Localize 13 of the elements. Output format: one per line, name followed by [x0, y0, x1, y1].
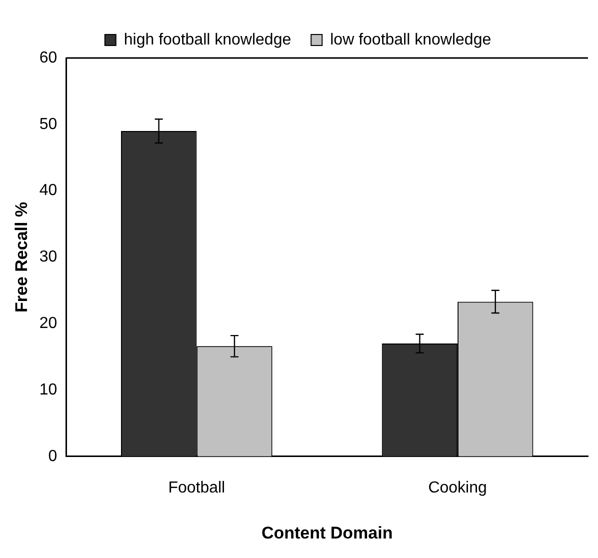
- x-axis-title: Content Domain: [261, 523, 393, 542]
- y-tick-label: 30: [39, 248, 58, 266]
- y-tick-label: 50: [39, 116, 58, 133]
- legend-label: high football knowledge: [124, 31, 292, 48]
- legend-label: low football knowledge: [330, 31, 492, 48]
- y-tick-label: 0: [48, 448, 58, 465]
- x-tick-label: Football: [168, 479, 226, 496]
- y-tick-label: 10: [39, 381, 58, 398]
- y-axis-title: Free Recall %: [12, 202, 31, 312]
- y-tick-label: 40: [39, 182, 58, 200]
- y-tick-label: 60: [39, 49, 58, 66]
- x-tick-label: Cooking: [428, 479, 487, 496]
- y-tick-label: 20: [39, 315, 58, 332]
